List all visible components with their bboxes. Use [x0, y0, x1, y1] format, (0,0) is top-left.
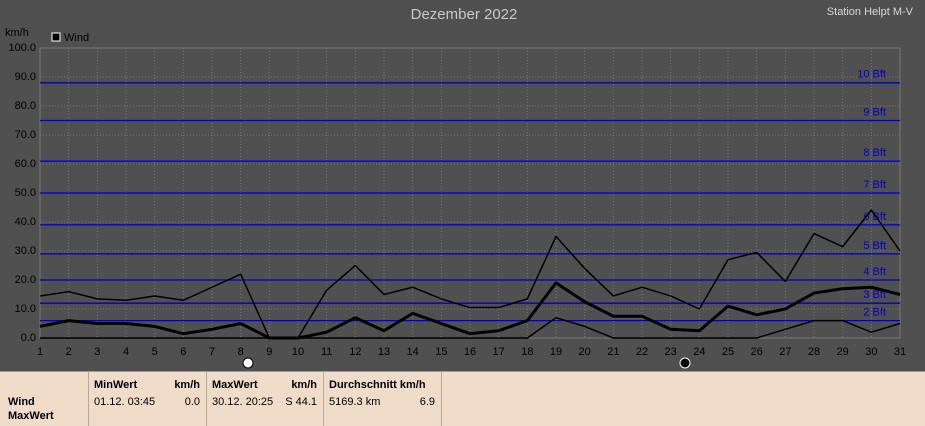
legend-swatch: [51, 32, 61, 42]
x-tick-label: 8: [238, 346, 244, 358]
bft-label: 4 Bft: [863, 266, 886, 278]
value: 6.9: [419, 396, 435, 408]
row-label: Wind: [8, 396, 35, 408]
x-tick-label: 16: [464, 346, 476, 358]
legend-label: Wind: [64, 32, 89, 44]
bft-label: 7 Bft: [863, 179, 886, 191]
chart: Dezember 2022 Station Helpt M-V km/h 0.0…: [5, 6, 914, 369]
y-tick-label: 40.0: [15, 216, 36, 228]
moon-icon: [242, 357, 254, 369]
x-tick-label: 10: [292, 346, 304, 358]
x-tick-label: 9: [266, 346, 272, 358]
time: 30.12. 20:25: [212, 396, 274, 408]
x-tick-label: 31: [894, 346, 906, 358]
x-tick-label: 27: [779, 346, 791, 358]
x-tick-label: 17: [493, 346, 505, 358]
value: 0.0: [184, 396, 200, 408]
x-tick-label: 2: [66, 346, 72, 358]
y-tick-label: 10.0: [15, 303, 36, 315]
wind-line: [39, 281, 901, 340]
row-label: MaxWert: [8, 410, 54, 422]
y-tick-label: 60.0: [15, 158, 36, 170]
header: MaxWert: [212, 379, 258, 391]
x-tick-label: 30: [865, 346, 877, 358]
y-tick-label: 30.0: [15, 245, 36, 257]
bft-label: 5 Bft: [863, 240, 886, 252]
x-tick-label: 4: [123, 346, 129, 358]
bft-label: 3 Bft: [863, 289, 886, 301]
x-tick-label: 1: [37, 346, 43, 358]
x-tick-label: 25: [722, 346, 734, 358]
header: MinWert: [94, 379, 138, 391]
x-tick-label: 15: [435, 346, 447, 358]
x-tick-label: 21: [607, 346, 619, 358]
y-tick-label: 100.0: [8, 42, 36, 54]
x-tick-label: 14: [407, 346, 419, 358]
bft-label: 10 Bft: [857, 69, 886, 81]
wind-line: [40, 316, 901, 339]
moon-icon: [679, 357, 691, 369]
x-tick-label: 20: [579, 346, 591, 358]
x-tick-label: 6: [180, 346, 186, 358]
bft-label: 9 Bft: [863, 106, 886, 118]
y-tick-label: 90.0: [15, 71, 36, 83]
x-tick-label: 18: [521, 346, 533, 358]
x-tick-label: 28: [808, 346, 820, 358]
x-tick-label: 29: [837, 346, 849, 358]
x-tick-label: 22: [636, 346, 648, 358]
x-tick-label: 13: [378, 346, 390, 358]
x-tick-label: 7: [209, 346, 215, 358]
unit: km/h: [174, 379, 200, 391]
x-tick-label: 11: [321, 346, 332, 358]
y-tick-label: 80.0: [15, 100, 36, 112]
x-tick-label: 3: [94, 346, 100, 358]
header: Durchschnitt km/h: [329, 379, 426, 391]
distance: 5169.3 km: [329, 396, 381, 408]
bft-label: 2 Bft: [863, 307, 886, 319]
chart-title: Dezember 2022: [411, 6, 518, 23]
time: 01.12. 03:45: [94, 396, 156, 408]
x-tick-label: 24: [693, 346, 705, 358]
x-tick-label: 19: [550, 346, 562, 358]
y-tick-label: 20.0: [15, 274, 36, 286]
x-tick-label: 26: [751, 346, 763, 358]
station: Station Helpt M-V: [827, 6, 914, 18]
y-tick-label: 50.0: [15, 187, 36, 199]
summary-table: Wind MaxWert MinWert km/h 01.12. 03:45 0…: [0, 371, 925, 426]
value: S 44.1: [285, 396, 317, 408]
wind-line: [39, 209, 901, 339]
bft-label: 8 Bft: [863, 147, 886, 159]
x-tick-label: 12: [349, 346, 361, 358]
x-tick-label: 23: [665, 346, 677, 358]
y-axis-label: km/h: [5, 27, 29, 39]
x-tick-label: 5: [152, 346, 158, 358]
y-tick-label: 0.0: [21, 332, 36, 344]
y-tick-label: 70.0: [15, 129, 36, 141]
unit: km/h: [291, 379, 317, 391]
